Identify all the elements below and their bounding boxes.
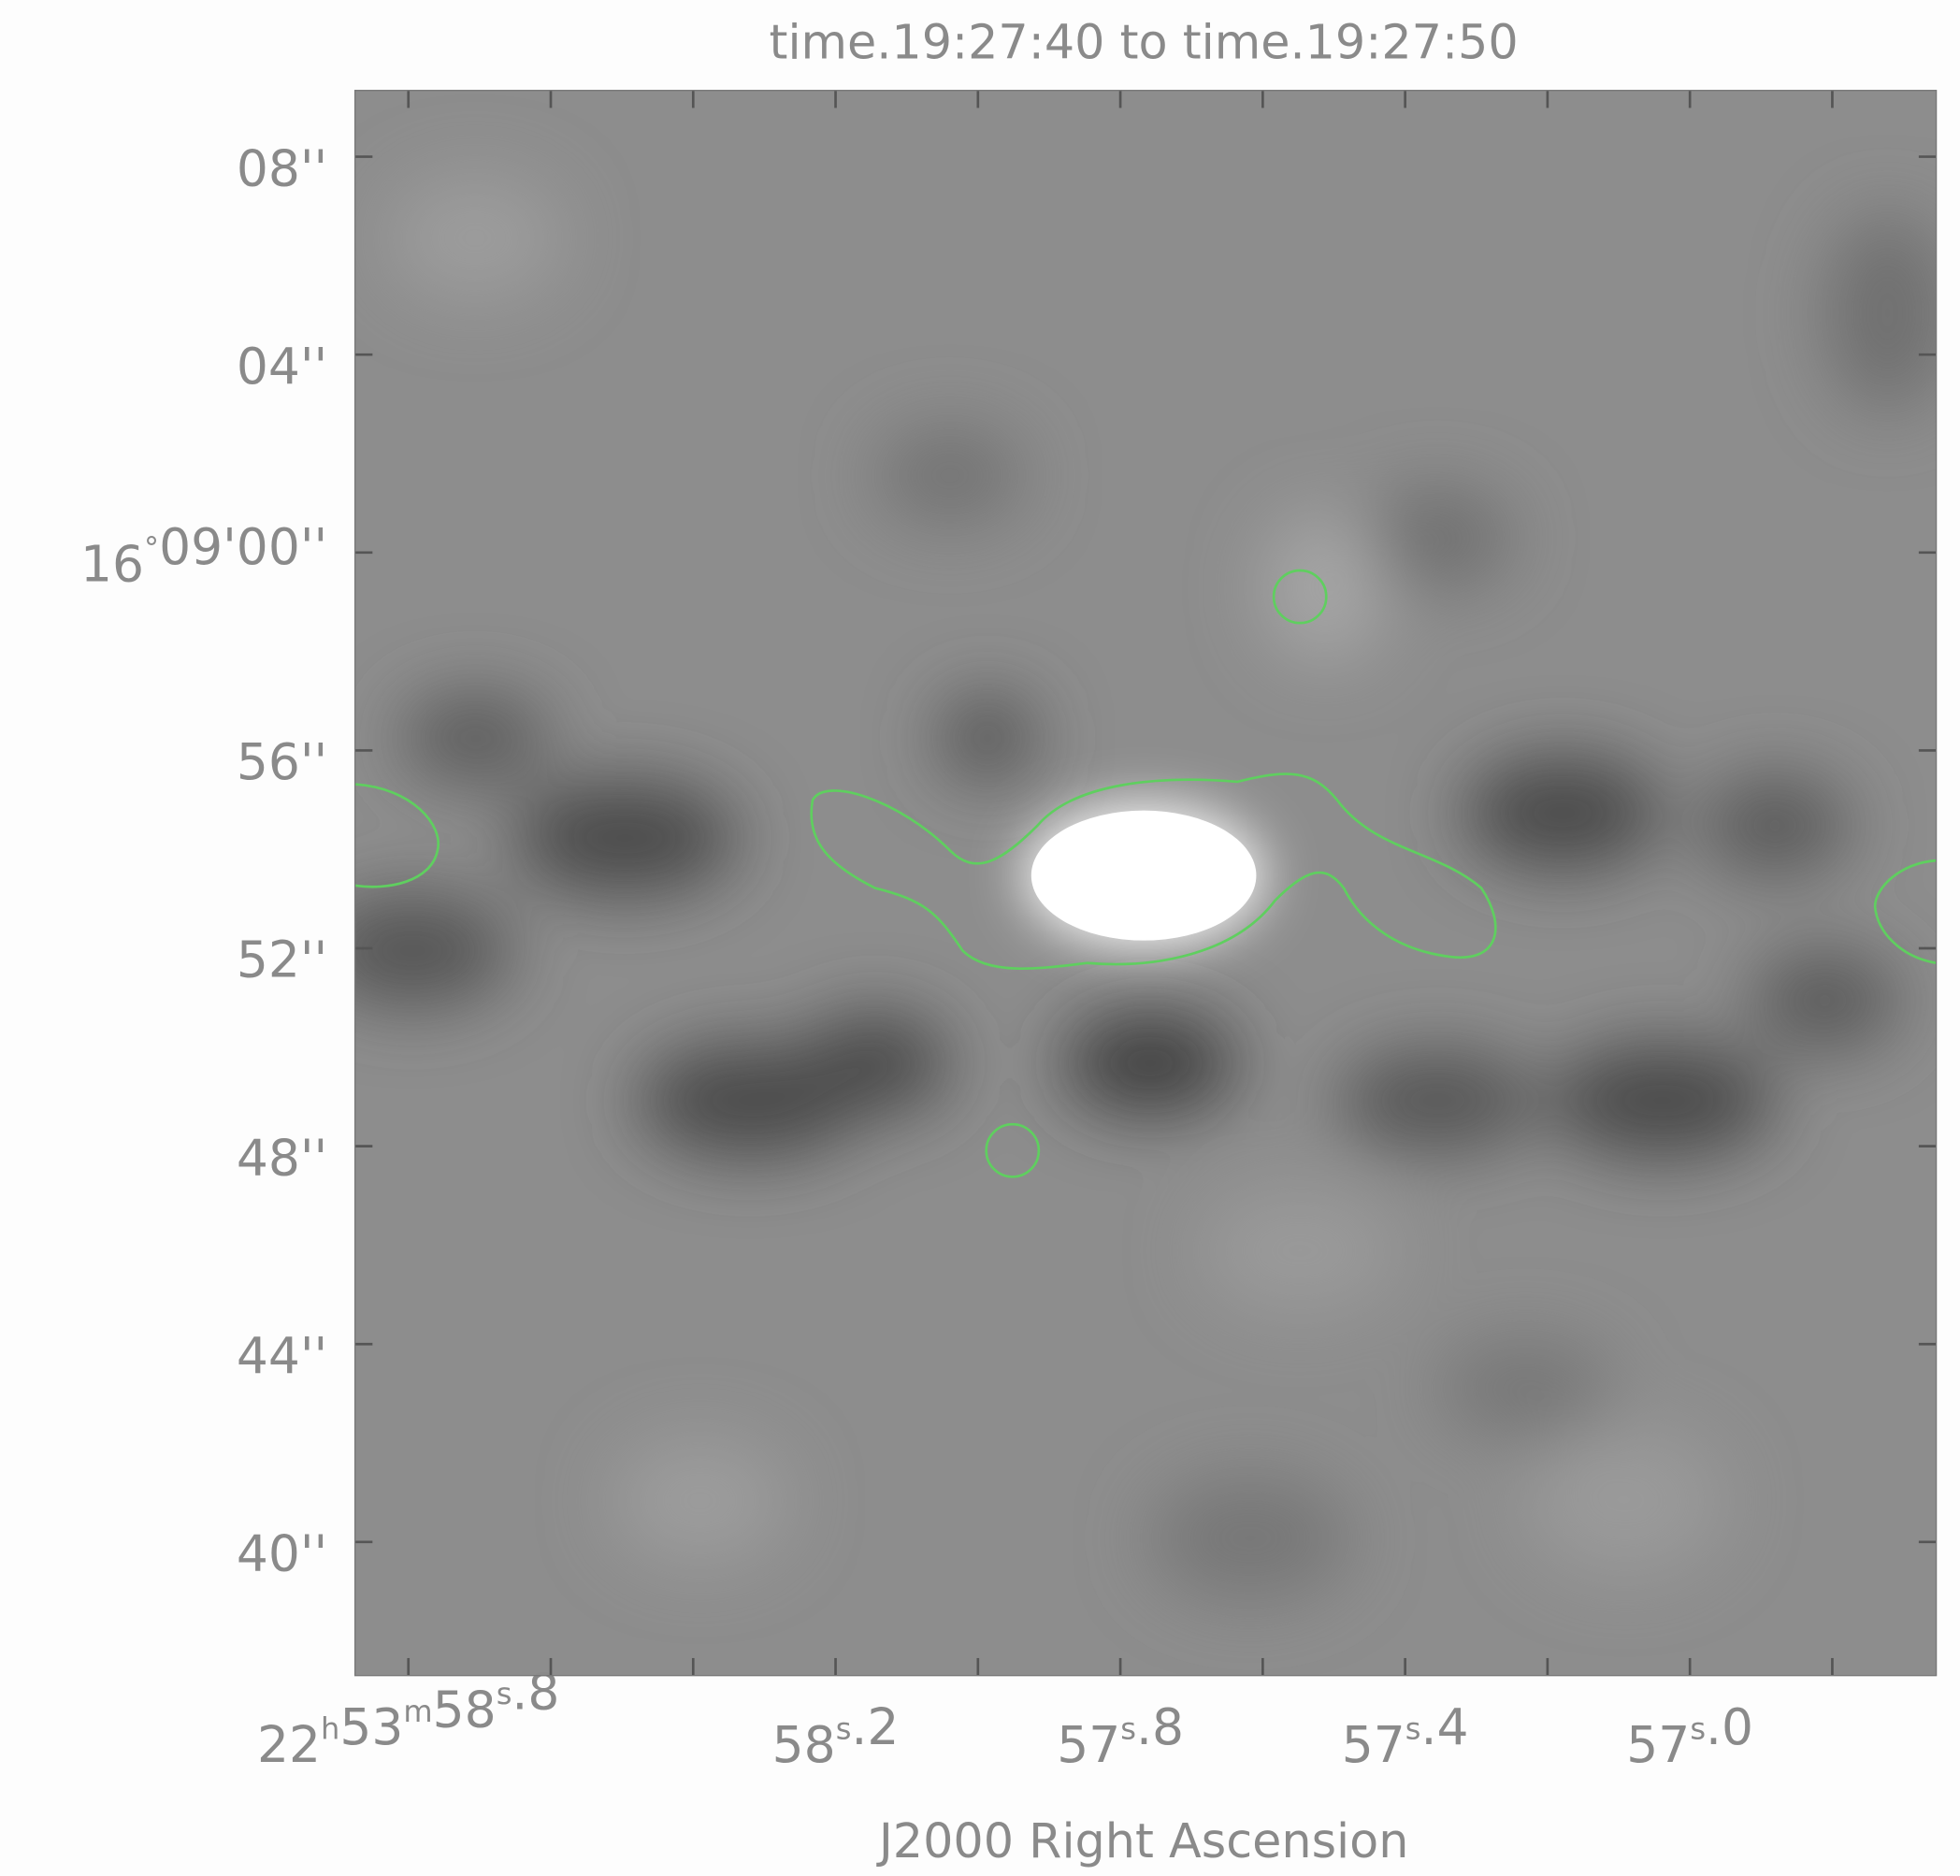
x-tick-label: 58s.2 — [772, 1697, 900, 1774]
y-tick-label: 52'' — [237, 931, 327, 989]
x-axis-label: J2000 Right Ascension — [876, 1813, 1409, 1869]
y-tick-label: 44'' — [237, 1326, 327, 1385]
x-tick-label: 57s.4 — [1342, 1697, 1469, 1774]
y-tick-label: 40'' — [237, 1524, 327, 1583]
x-tick-label: 57s.8 — [1057, 1697, 1184, 1774]
sky-image — [312, 91, 1950, 1676]
x-tick-label: 57s.0 — [1626, 1697, 1753, 1774]
y-tick-label: 04'' — [237, 337, 327, 396]
chart-title: time.19:27:40 to time.19:27:50 — [770, 15, 1519, 70]
chart: time.19:27:40 to time.19:27:50 — [0, 0, 1960, 1876]
y-tick-label: 56'' — [237, 732, 327, 791]
y-tick-label: 16°09'00'' — [80, 517, 327, 594]
y-tick-label: 48'' — [237, 1128, 327, 1187]
y-tick-label: 08'' — [237, 138, 327, 197]
x-tick-label: 22h53m58s.8 — [257, 1663, 559, 1774]
